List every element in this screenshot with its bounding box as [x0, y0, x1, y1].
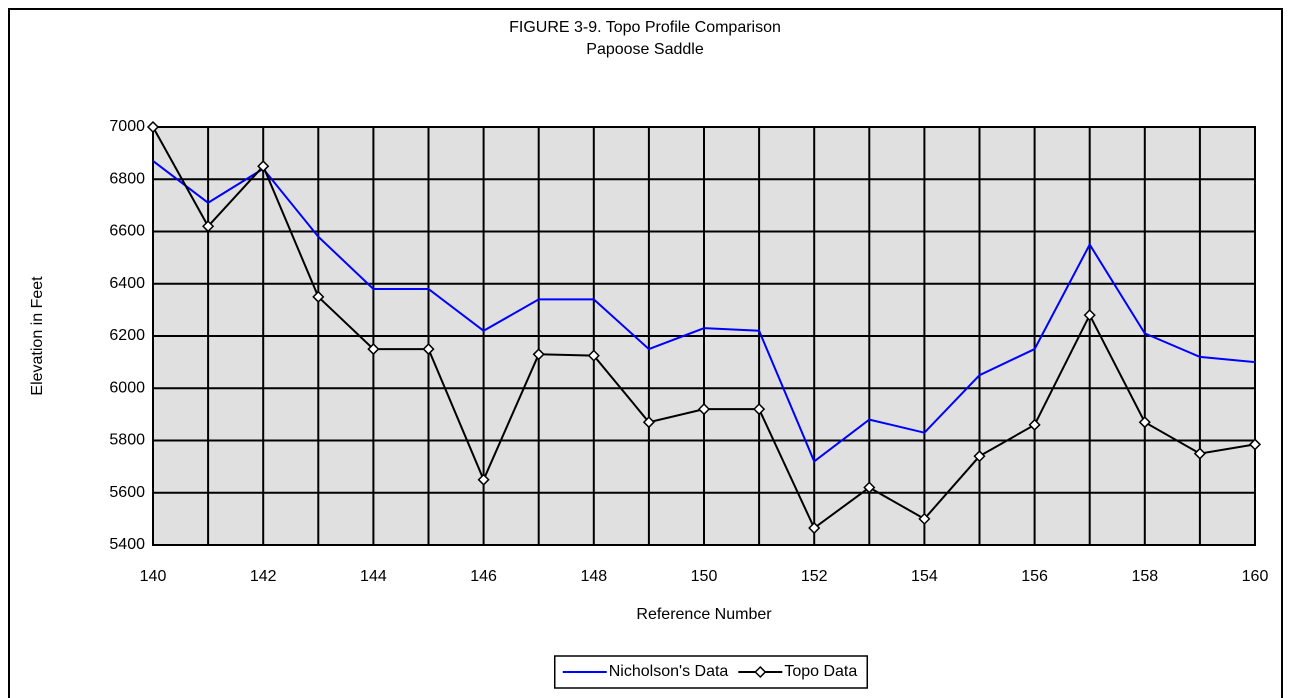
- data-point: [1248, 438, 1262, 451]
- legend: Nicholson's Data Topo Data: [554, 655, 868, 689]
- data-point: [808, 521, 821, 535]
- chart-subtitle: Papoose Saddle: [586, 41, 704, 58]
- x-tick-label: 146: [470, 568, 497, 585]
- legend-marker: [754, 665, 767, 679]
- data-point: [973, 450, 986, 463]
- y-tick-label: 5600: [109, 484, 145, 501]
- x-axis-label: Reference Number: [636, 606, 772, 623]
- x-tick-label: 160: [1242, 568, 1269, 585]
- x-tick-label: 152: [801, 568, 828, 585]
- chart-title: FIGURE 3-9. Topo Profile Comparison: [509, 19, 781, 36]
- y-axis-label: Elevation in Feet: [29, 276, 46, 396]
- data-point: [587, 349, 600, 362]
- data-point: [1138, 416, 1151, 429]
- x-tick-label: 142: [250, 568, 277, 585]
- data-point: [202, 220, 215, 233]
- x-tick-label: 150: [691, 568, 718, 585]
- legend-label: Nicholson's Data: [609, 663, 729, 680]
- x-tick-label: 156: [1021, 568, 1048, 585]
- data-point: [422, 343, 435, 356]
- legend-box: [554, 655, 868, 689]
- x-tick-label: 148: [580, 568, 607, 585]
- y-tick-label: 5400: [109, 536, 145, 553]
- data-point: [753, 403, 766, 416]
- data-point: [1083, 309, 1096, 322]
- y-tick-label: 6400: [109, 275, 145, 292]
- data-point: [1028, 418, 1041, 431]
- data-point: [697, 403, 711, 416]
- y-tick-label: 7000: [109, 118, 145, 135]
- data-point: [367, 343, 380, 356]
- data-point: [477, 473, 490, 486]
- plot-border: [152, 126, 1256, 546]
- y-tick-label: 6800: [109, 170, 145, 187]
- data-point: [532, 348, 545, 361]
- data-point: [642, 416, 655, 429]
- y-tick-label: 6200: [109, 327, 145, 344]
- x-tick-label: 158: [1131, 568, 1158, 585]
- y-tick-label: 6000: [109, 379, 145, 396]
- data-point: [918, 512, 931, 525]
- y-tick-label: 5800: [109, 432, 145, 449]
- data-point: [257, 160, 270, 173]
- series-line: [152, 160, 1256, 463]
- y-tick-label: 6600: [109, 223, 145, 240]
- data-point: [312, 290, 325, 303]
- data-point: [1193, 447, 1206, 460]
- data-point: [146, 120, 160, 134]
- x-tick-label: 140: [140, 568, 167, 585]
- data-point: [863, 481, 876, 494]
- x-tick-label: 154: [911, 568, 938, 585]
- x-tick-label: 144: [360, 568, 387, 585]
- legend-label: Topo Data: [784, 663, 857, 680]
